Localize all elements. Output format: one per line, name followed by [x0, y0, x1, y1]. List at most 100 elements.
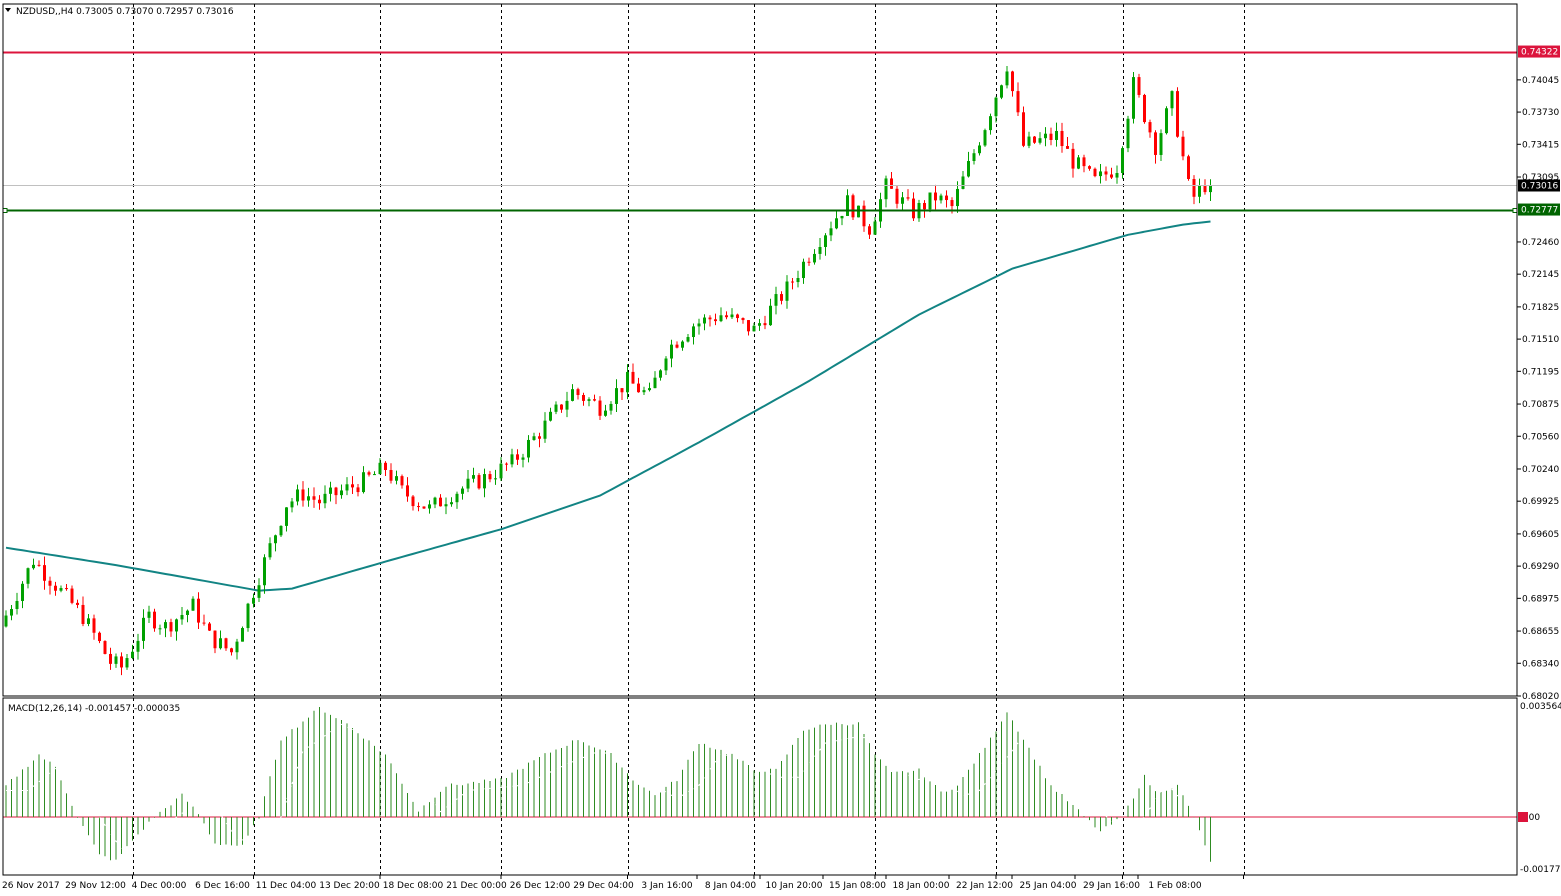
resistance-price-label: 0.74322	[1521, 48, 1558, 58]
candle-bull	[642, 390, 646, 393]
horizontal-levels[interactable]	[2, 51, 1518, 213]
candle-bear	[780, 294, 783, 301]
price-tick-label: 0.69290	[1522, 562, 1559, 572]
candle-bear	[48, 580, 52, 586]
candle-bull	[956, 188, 959, 207]
macd-panel	[3, 707, 1517, 862]
time-tick-label: 4 Dec 00:00	[132, 881, 187, 891]
candle-bear	[1016, 91, 1020, 113]
candle-bull	[670, 344, 673, 359]
collapse-triangle-icon[interactable]	[5, 8, 11, 12]
support-price-label: 0.72777	[1521, 206, 1558, 216]
candle-bear	[593, 399, 596, 401]
candle-bull	[483, 474, 486, 489]
candle-bear	[1011, 71, 1014, 92]
candle-bear	[224, 638, 228, 649]
candle-bear	[576, 389, 580, 396]
candle-bull	[532, 436, 536, 440]
candle-bull	[1198, 185, 1201, 197]
candle-bull	[802, 261, 805, 279]
candle-bull	[26, 568, 30, 584]
price-tick-label: 0.70875	[1522, 400, 1559, 410]
candle-bear	[109, 653, 112, 664]
candle-bear	[675, 344, 679, 348]
candle-bull	[1115, 173, 1119, 178]
candle-bull	[1121, 148, 1124, 174]
candle-bull	[818, 246, 822, 254]
candle-bull	[142, 617, 145, 641]
time-tick-label: 25 Jan 04:00	[1020, 881, 1077, 891]
candle-bear	[560, 404, 563, 410]
candle-bear	[356, 487, 360, 493]
vertical-grid	[133, 4, 1245, 875]
candle-bear	[54, 585, 57, 591]
price-tick-label: 0.73095	[1522, 173, 1559, 183]
line-handle-left[interactable]	[2, 208, 8, 213]
candle-bear	[1176, 91, 1179, 137]
price-tick-label: 0.68975	[1522, 594, 1559, 604]
candle-bear	[1071, 148, 1075, 169]
price-tick-label: 0.71825	[1522, 303, 1559, 313]
candle-bear	[43, 565, 46, 581]
macd-tick-label: -0.001778	[1520, 865, 1561, 875]
candle-bull	[648, 388, 651, 391]
candle-bull	[901, 197, 904, 204]
current-price-label: 0.73016	[1521, 182, 1558, 192]
time-tick-label: 26 Dec 12:00	[510, 881, 571, 891]
candle-bull	[455, 493, 459, 503]
candle-bear	[1022, 112, 1025, 146]
candle-bull	[615, 388, 618, 404]
candle-bear	[763, 323, 767, 326]
candle-bull	[978, 145, 981, 154]
candle-bull	[164, 622, 167, 629]
candle-bear	[103, 641, 107, 654]
candle-bull	[692, 326, 695, 338]
candle-bull	[428, 504, 431, 509]
candle-bear	[417, 506, 420, 508]
time-tick-label: 13 Dec 20:00	[319, 881, 380, 891]
candle-bear	[1203, 185, 1207, 193]
moving-average-line	[5, 220, 1211, 592]
candle-bull	[219, 638, 222, 649]
candle-bear	[81, 604, 85, 624]
time-tick-label: 15 Jan 08:00	[829, 881, 886, 891]
candle-bear	[631, 371, 635, 384]
candle-bull	[362, 472, 365, 493]
candle-bear	[620, 388, 624, 393]
candle-bull	[884, 178, 888, 200]
candle-bear	[1060, 130, 1064, 147]
symbol-header: NZDUSD,,H4 0.73005 0.73070 0.72957 0.730…	[16, 7, 234, 17]
candle-bear	[895, 188, 899, 204]
macd-signal-line	[6, 723, 1211, 855]
candle-bear	[538, 436, 541, 439]
candle-bear	[516, 454, 519, 460]
candle-bull	[626, 371, 629, 393]
line-handle-right[interactable]	[1512, 208, 1518, 213]
candle-bull	[175, 619, 178, 632]
candle-bull	[395, 476, 398, 481]
candle-bear	[1110, 174, 1113, 178]
candle-bear	[301, 489, 305, 501]
candle-bull	[373, 474, 376, 476]
candle-bull	[543, 420, 547, 439]
candle-bull	[59, 588, 63, 591]
time-tick-label: 26 Nov 2017	[2, 881, 60, 891]
candle-bull	[686, 337, 690, 342]
candle-bear	[76, 602, 79, 605]
candle-bull	[604, 410, 607, 416]
candle-bull	[433, 497, 437, 505]
candle-bull	[461, 488, 464, 494]
candle-bear	[1049, 133, 1053, 140]
candle-bull	[180, 614, 184, 620]
candle-bull	[235, 641, 239, 653]
candle-bull	[758, 323, 761, 326]
current-price-box	[1518, 179, 1560, 192]
candle-bull	[994, 97, 998, 117]
candle-bull	[857, 205, 860, 218]
candle-bear	[1187, 156, 1190, 179]
candle-bull	[147, 611, 151, 618]
price-tick-label: 0.73415	[1522, 140, 1559, 150]
price-tick-label: 0.71195	[1522, 367, 1559, 377]
candle-bear	[741, 318, 745, 321]
